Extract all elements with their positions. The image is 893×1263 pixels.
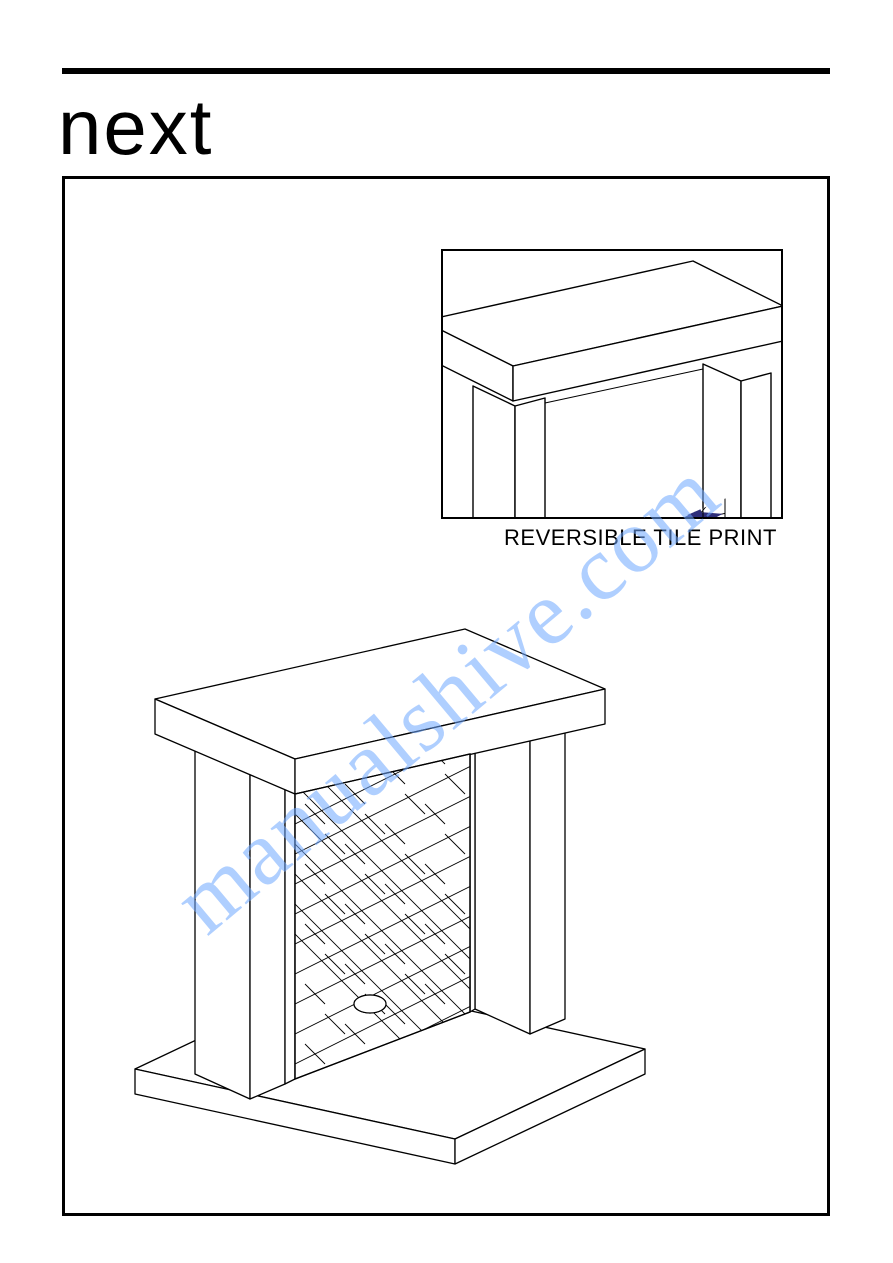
inset-diagram: [443, 251, 783, 519]
main-diagram: [115, 569, 675, 1189]
brand-logo: next: [58, 88, 213, 166]
top-rule: [62, 68, 830, 74]
content-frame: REVERSIBLE TILE PRINT: [62, 176, 830, 1216]
inset-frame: [441, 249, 783, 519]
page: next: [0, 0, 893, 1263]
inset-label: REVERSIBLE TILE PRINT: [504, 525, 777, 551]
